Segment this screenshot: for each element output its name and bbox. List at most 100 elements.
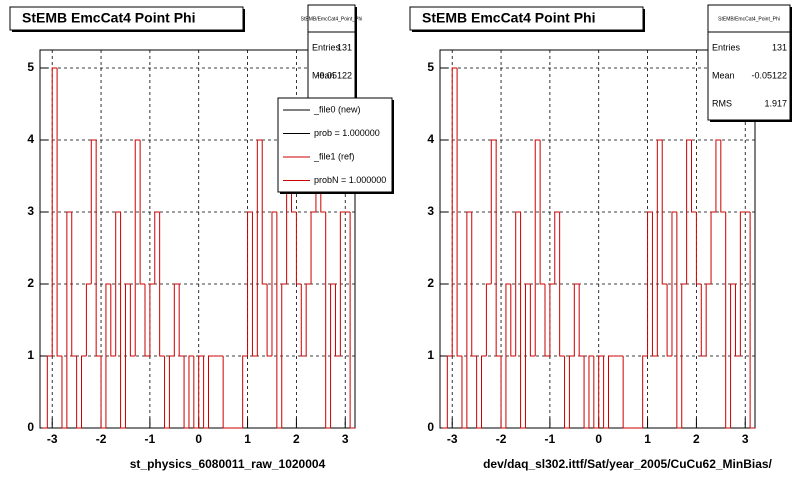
stats-box <box>307 4 356 101</box>
histogram-bin <box>266 284 272 357</box>
histogram-bin <box>300 284 307 357</box>
histogram-bin <box>676 212 682 429</box>
histogram-bin <box>325 212 331 429</box>
histogram-bin <box>256 139 263 356</box>
histogram-bin <box>725 212 731 429</box>
y-tick-label: 4 <box>427 132 434 146</box>
histogram-bin <box>81 355 87 428</box>
histogram-bin <box>71 212 77 357</box>
histogram-bin <box>51 67 58 356</box>
histogram-bin <box>276 212 282 429</box>
histogram-bin <box>349 212 355 429</box>
histogram-bin <box>715 139 721 212</box>
histogram-bin <box>651 212 658 357</box>
histogram-bin <box>178 284 185 357</box>
histogram-bin <box>46 355 53 428</box>
histogram-bin <box>749 212 755 429</box>
x-tick-label: 3 <box>742 432 749 446</box>
stats-label: Mean <box>312 70 335 80</box>
histogram-bin <box>261 140 268 285</box>
histogram-bin <box>129 284 136 357</box>
legend-label: probN = 1.000000 <box>314 175 386 185</box>
histogram-bin <box>647 211 653 356</box>
y-tick-label: 3 <box>427 204 434 218</box>
histogram-bin <box>149 283 155 356</box>
y-tick-label: 2 <box>27 276 34 290</box>
x-tick-label: 1 <box>644 432 651 446</box>
histogram-bin <box>271 211 277 356</box>
histogram-bin <box>305 283 312 356</box>
stats-box <box>707 4 791 121</box>
histogram-bin <box>656 139 663 356</box>
histogram-bin <box>681 283 687 428</box>
histogram-bin <box>466 211 472 428</box>
histogram-bin <box>603 356 609 429</box>
histogram-bin <box>339 211 346 356</box>
histogram-bin <box>310 211 316 284</box>
histogram-bin <box>446 355 453 428</box>
histogram-bin <box>671 211 677 356</box>
histogram-panel: 0 1 2 3 4 5 -3 -2 -1 0 1 2 3 StEMB EmcCat4 Point Phi d… <box>409 4 792 471</box>
histogram-panel: 0 1 2 3 4 5 -3 -2 -1 0 1 2 3 StEMB EmcCat4 Point Phi s… <box>9 4 394 471</box>
legend-label: _file1 (ref) <box>313 151 355 161</box>
histogram-bin <box>573 283 580 356</box>
y-tick-label: 5 <box>427 60 434 74</box>
histogram-bin <box>481 355 487 428</box>
histogram-bin <box>188 355 194 428</box>
legend-label: prob = 1.000000 <box>314 128 380 138</box>
histogram-bin <box>56 68 62 357</box>
histogram-bin <box>583 356 589 429</box>
histogram-bin <box>568 355 575 428</box>
y-tick-label: 1 <box>27 348 34 362</box>
legend-label: _file0 (new) <box>313 104 361 114</box>
histogram-bin <box>515 211 521 356</box>
x-tick-label: -3 <box>47 432 58 446</box>
title-box <box>9 6 244 31</box>
histogram-bin <box>144 284 150 357</box>
stats-label: Entries <box>312 42 341 52</box>
histogram-bin <box>695 212 702 285</box>
y-tick-label: 0 <box>27 420 34 434</box>
histogram-bin <box>559 212 565 357</box>
histogram-bin <box>534 139 541 356</box>
histogram-bin <box>198 355 204 428</box>
stats-value: -0.05122 <box>751 70 787 80</box>
histogram-bin <box>710 211 716 284</box>
histogram-bin <box>622 356 629 429</box>
stats-value: -0.05122 <box>316 70 352 80</box>
histogram-bin <box>124 283 131 428</box>
histogram-bin <box>700 284 707 357</box>
histogram-bin <box>666 284 672 357</box>
histogram-bin <box>134 139 141 356</box>
histogram-bin <box>686 139 692 284</box>
histogram-bin <box>334 284 341 357</box>
histogram-bin <box>598 355 604 428</box>
histogram-bin <box>734 284 741 357</box>
histogram-bin <box>295 212 302 285</box>
x-tick-label: -1 <box>145 432 156 446</box>
histogram-bin <box>510 284 516 357</box>
histogram-bin <box>203 356 209 429</box>
histogram-bin <box>520 212 526 429</box>
histogram-bin <box>110 284 116 357</box>
histogram-bin <box>476 356 482 429</box>
stats-value: 131 <box>772 42 787 52</box>
y-tick-label: 2 <box>427 276 434 290</box>
histogram-bin <box>524 283 531 428</box>
y-tick-label: 0 <box>427 420 434 434</box>
histogram-bin <box>456 68 462 357</box>
x-tick-label: 2 <box>693 432 700 446</box>
y-tick-label: 1 <box>427 348 434 362</box>
histogram-bin <box>661 140 668 285</box>
histogram-bin <box>207 355 214 428</box>
histogram-bin <box>549 283 555 356</box>
x-tick-label: 0 <box>595 432 602 446</box>
x-tick-label: 2 <box>293 432 300 446</box>
histogram-bin <box>642 355 648 428</box>
stats-label: Entries <box>712 42 741 52</box>
histogram-bin <box>471 212 477 357</box>
histogram-bin <box>691 140 697 213</box>
stats-label: RMS <box>712 98 732 108</box>
histogram-bin <box>730 283 736 428</box>
